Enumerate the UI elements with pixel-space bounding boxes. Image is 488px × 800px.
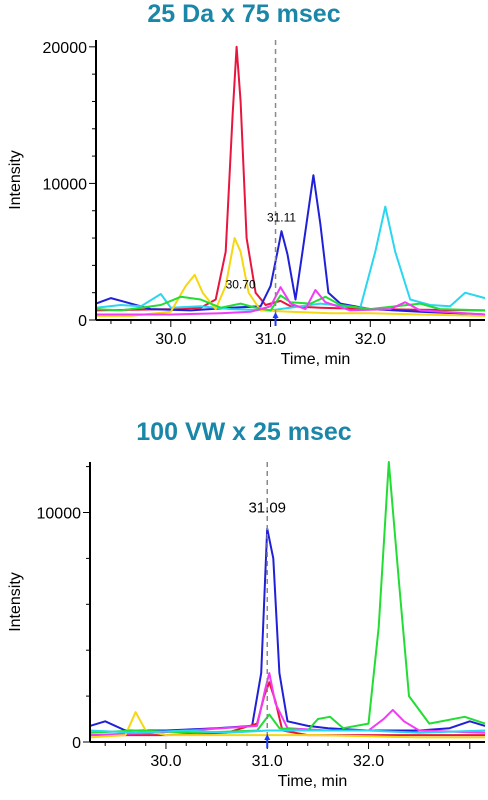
y-tick-label: 10000 — [43, 176, 88, 193]
peak-label: 31.11 — [267, 211, 296, 225]
series-line-4 — [96, 237, 486, 317]
chart-panel-top: 25 Da x 75 msec 0 10000 20000 30.0 31.0 32.0 T… — [7, 0, 486, 368]
chart-title: 100 VW x 25 msec — [136, 418, 352, 446]
series-line-3 — [89, 672, 486, 737]
series-line-4 — [89, 711, 485, 739]
chart-panel-bottom: 100 VW x 25 msec 0 10000 30.0 31.0 32.0 Time,… — [0, 400, 488, 800]
y-tick-label: 10000 — [37, 505, 82, 522]
x-tick-label: 31.0 — [252, 753, 283, 770]
series-line-6 — [89, 729, 486, 734]
y-tick-label: 0 — [72, 735, 81, 752]
x-tick-label: 32.0 — [353, 753, 384, 770]
peak-label: 30.70 — [226, 278, 256, 292]
series-line-1 — [95, 45, 486, 312]
x-tick-label: 30.0 — [150, 753, 181, 770]
y-axis-title: Intensity — [7, 572, 24, 632]
x-axis-title: Time, min — [278, 773, 348, 790]
retention-arrow-icon — [264, 734, 271, 740]
x-axis-title: Time, min — [281, 351, 351, 368]
x-tick-label: 30.0 — [155, 331, 186, 348]
y-tick-label: 0 — [78, 313, 87, 330]
chromatogram-plot-bottom: 0 10000 30.0 31.0 32.0 Time, min Intensity 31.0… — [7, 461, 486, 790]
series-line-2 — [95, 174, 486, 316]
peak-label: 31.09 — [248, 499, 286, 516]
x-tick-label: 32.0 — [355, 331, 386, 348]
chart-title: 25 Da x 75 msec — [147, 0, 341, 28]
series-line-1 — [89, 527, 486, 732]
series-line-6 — [96, 286, 486, 316]
series-line-5 — [89, 461, 486, 734]
y-tick-label: 20000 — [43, 40, 88, 57]
y-axis-title: Intensity — [7, 150, 24, 210]
x-tick-label: 31.0 — [255, 331, 286, 348]
retention-arrow-icon — [272, 312, 279, 318]
